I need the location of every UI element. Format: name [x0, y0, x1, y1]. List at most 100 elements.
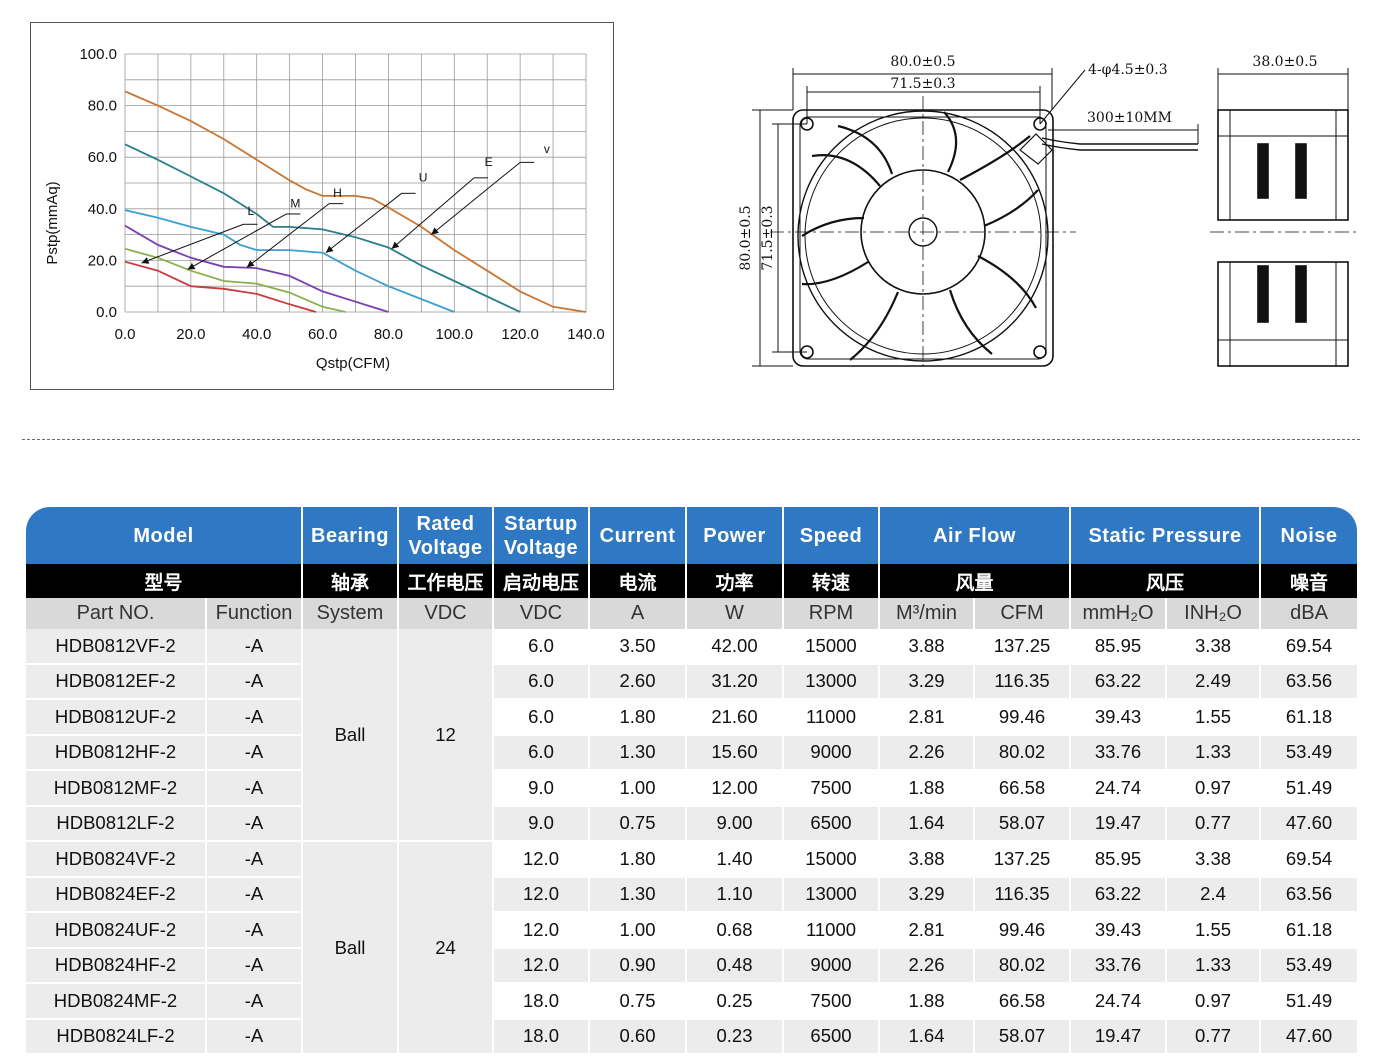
unit-system: System	[302, 598, 399, 629]
series-line-E	[124, 143, 521, 313]
table-body: HDB0812VF-2 -A Ball 12 6.0 3.50 42.00 15000 3.88…	[26, 629, 1358, 1055]
spec-table: Model Bearing Rated Voltage Startup Volt…	[26, 507, 1358, 1055]
current-cell: 1.00	[589, 912, 687, 949]
cfm-cell: 58.07	[974, 805, 1072, 842]
current-cell: 1.80	[589, 841, 687, 878]
rpm-cell: 15000	[783, 629, 880, 665]
series-leader-H	[246, 203, 330, 268]
unit-function: Function	[206, 598, 303, 629]
function-cell: -A	[206, 770, 303, 807]
dba-cell: 63.56	[1260, 663, 1358, 700]
part-number-cell: HDB0824EF-2	[26, 876, 207, 913]
startup-cell: 6.0	[493, 699, 590, 736]
mmh2o-cell: 85.95	[1070, 841, 1168, 878]
series-line-U	[124, 209, 455, 313]
bearing-cell: Ball	[302, 629, 399, 842]
power-cell: 0.48	[686, 947, 784, 984]
mmh2o-cell: 33.76	[1070, 734, 1168, 771]
dba-cell: 53.49	[1260, 734, 1358, 771]
y-tick-label: 20.0	[88, 252, 117, 269]
cfm-cell: 116.35	[974, 876, 1072, 913]
height-pitch-dimension: 71.5±0.3	[760, 205, 776, 270]
series-line-L	[124, 260, 317, 313]
dba-cell: 69.54	[1260, 629, 1358, 665]
series-arrow-U	[325, 245, 334, 253]
dba-cell: 47.60	[1260, 805, 1358, 842]
pq-curve-svg: 0.0 20.0 40.0 60.0 80.0 100.0 120.0 140.0 0.0 20.…	[44, 46, 605, 372]
y-tick-label: 80.0	[88, 98, 117, 115]
table-row: HDB0812HF-2 -A 6.0 1.30 15.60 9000 2.26 80.02 33…	[26, 734, 1358, 771]
y-tick-label: 40.0	[88, 201, 117, 218]
lead-length-dimension: 300±10MM	[1087, 110, 1172, 126]
side-view	[1210, 68, 1360, 367]
col-model-cn: 型号	[26, 564, 303, 598]
m3-cell: 3.88	[879, 841, 975, 878]
m3-cell: 3.88	[879, 629, 975, 665]
startup-cell: 12.0	[493, 876, 590, 913]
cfm-cell: 116.35	[974, 663, 1072, 700]
dba-cell: 51.49	[1260, 983, 1358, 1020]
x-tick-label: 0.0	[115, 326, 136, 343]
table-row: HDB0812LF-2 -A 9.0 0.75 9.00 6500 1.64 58.07 19.…	[26, 805, 1358, 842]
y-tick-label: 100.0	[79, 46, 117, 63]
cfm-cell: 80.02	[974, 947, 1072, 984]
cfm-cell: 66.58	[974, 770, 1072, 807]
inh2o-cell: 0.97	[1166, 983, 1262, 1020]
power-cell: 21.60	[686, 699, 784, 736]
function-cell: -A	[206, 876, 303, 913]
series-line-H	[124, 224, 389, 313]
inh2o-cell: 3.38	[1166, 841, 1262, 878]
rpm-cell: 9000	[783, 734, 880, 771]
function-cell: -A	[206, 983, 303, 1020]
series-leader-U	[325, 192, 402, 254]
mmh2o-cell: 33.76	[1070, 947, 1168, 984]
current-cell: 3.50	[589, 629, 687, 665]
inh2o-cell: 1.33	[1166, 947, 1262, 984]
x-tick-label: 60.0	[308, 326, 337, 343]
inh2o-cell: 1.55	[1166, 912, 1262, 949]
table-row: HDB0824HF-2 -A 12.0 0.90 0.48 9000 2.26 80.02 33…	[26, 947, 1358, 984]
m3-cell: 1.88	[879, 983, 975, 1020]
col-startup-voltage-cn: 启动电压	[493, 564, 590, 598]
unit-startup-vdc: VDC	[493, 598, 590, 629]
rpm-cell: 9000	[783, 947, 880, 984]
series-line-v	[124, 90, 587, 313]
col-speed: Speed	[783, 507, 880, 564]
unit-airflow-m3: M³/min	[879, 598, 975, 629]
col-startup-voltage: Startup Voltage	[493, 507, 590, 564]
part-number-cell: HDB0812EF-2	[26, 663, 207, 700]
col-static-pressure-cn: 风压	[1070, 564, 1262, 598]
col-air-flow-cn: 风量	[879, 564, 1072, 598]
series-label-L: L	[248, 204, 255, 218]
startup-cell: 18.0	[493, 983, 590, 1020]
inh2o-cell: 1.55	[1166, 699, 1262, 736]
rpm-cell: 13000	[783, 663, 880, 700]
pq-curve-chart: 0.0 20.0 40.0 60.0 80.0 100.0 120.0 140.0 0.0 20.…	[30, 22, 614, 390]
current-cell: 0.75	[589, 983, 687, 1020]
mmh2o-cell: 63.22	[1070, 876, 1168, 913]
unit-power: W	[686, 598, 784, 629]
x-tick-label: 100.0	[436, 326, 474, 343]
m3-cell: 3.29	[879, 663, 975, 700]
col-power: Power	[686, 507, 784, 564]
inh2o-cell: 0.77	[1166, 805, 1262, 842]
fan-hub-icon	[860, 169, 986, 295]
unit-part-no: Part NO.	[26, 598, 207, 629]
height-dimension: 80.0±0.5	[738, 205, 754, 270]
mount-hole-icon	[1033, 345, 1047, 359]
inh2o-cell: 2.49	[1166, 663, 1262, 700]
y-tick-label: 60.0	[88, 149, 117, 166]
startup-cell: 6.0	[493, 629, 590, 665]
dba-cell: 51.49	[1260, 770, 1358, 807]
m3-cell: 2.26	[879, 734, 975, 771]
function-cell: -A	[206, 1018, 303, 1055]
y-axis-label: Pstp(mmAq)	[44, 181, 61, 264]
bearing-cell: Ball	[302, 841, 399, 1055]
m3-cell: 2.81	[879, 699, 975, 736]
series-arrow-M	[187, 263, 196, 270]
inh2o-cell: 3.38	[1166, 629, 1262, 665]
series-arrow-L	[141, 257, 150, 264]
col-rated-voltage: Rated Voltage	[398, 507, 494, 564]
current-cell: 0.90	[589, 947, 687, 984]
table-row: HDB0812UF-2 -A 6.0 1.80 21.60 11000 2.81 99.46 3…	[26, 699, 1358, 736]
